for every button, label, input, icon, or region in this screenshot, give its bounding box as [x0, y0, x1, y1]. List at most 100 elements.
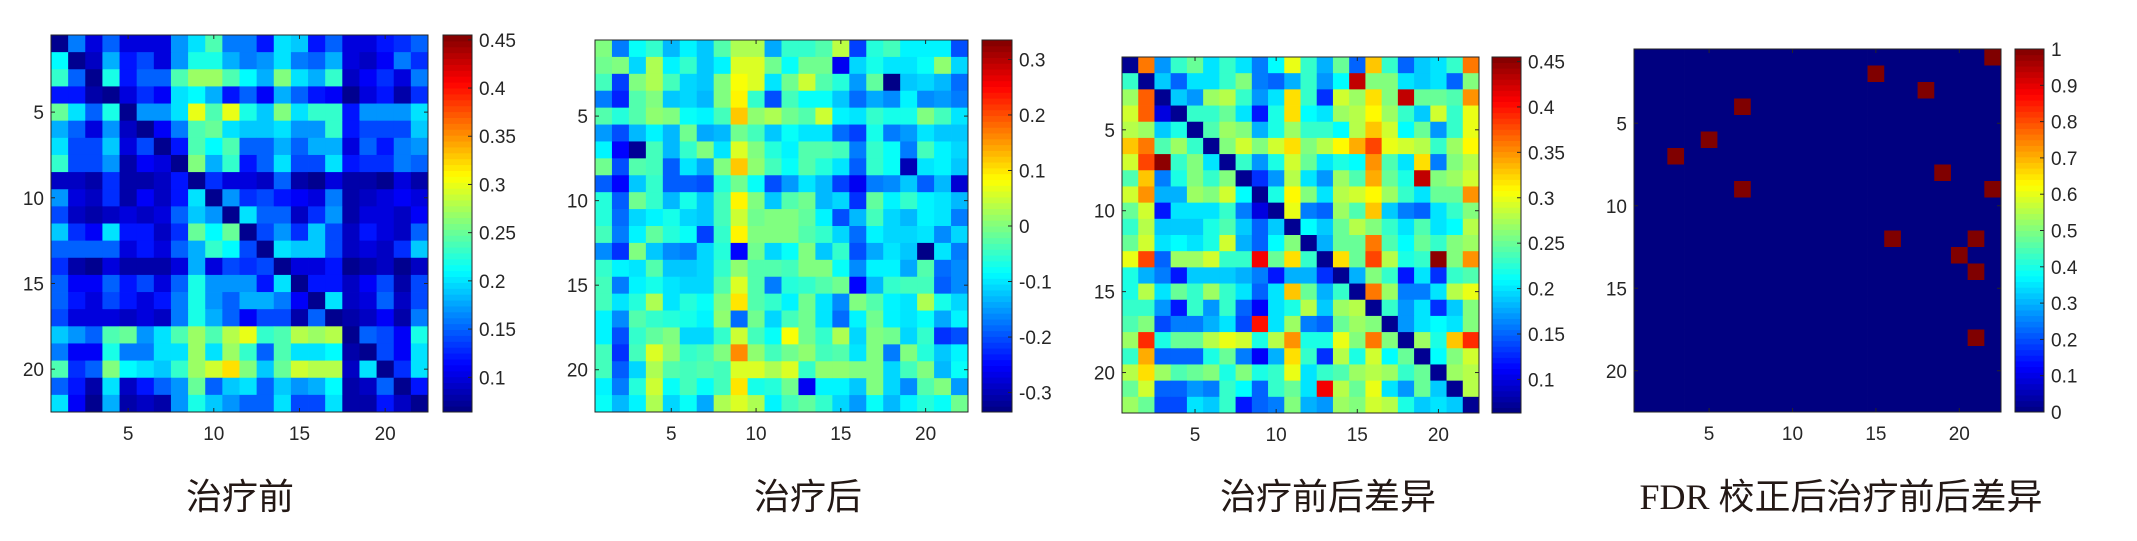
colorbar-segment — [982, 406, 1012, 413]
heatmap-cell — [1186, 283, 1204, 301]
heatmap-cell — [119, 394, 138, 413]
heatmap-cell — [1867, 247, 1885, 264]
heatmap-cell — [1186, 121, 1204, 139]
colorbar-segment — [443, 40, 472, 48]
heatmap-cell — [679, 40, 698, 58]
heatmap-cell — [342, 394, 360, 413]
heatmap-cell — [1446, 267, 1464, 284]
heatmap-cell — [1884, 82, 1902, 99]
heatmap-cell — [1446, 315, 1464, 333]
heatmap-cell — [866, 209, 884, 227]
heatmap-cell — [815, 107, 833, 125]
heatmap-cell — [1300, 137, 1318, 155]
heatmap-cell — [679, 327, 698, 345]
heatmap-cell — [645, 327, 664, 345]
colorbar-segment — [2015, 224, 2044, 231]
colorbar-tick-label: 0.1 — [1019, 161, 1045, 182]
heatmap-cell — [1235, 121, 1253, 139]
heatmap-cell — [1170, 380, 1188, 398]
heatmap-cell — [1446, 154, 1464, 171]
heatmap-cell — [136, 35, 155, 53]
colorbar-segment — [1492, 268, 1521, 275]
heatmap-cell — [85, 360, 103, 379]
heatmap-cell — [849, 56, 867, 75]
heatmap-cell — [951, 310, 969, 328]
heatmap-cell — [1332, 202, 1350, 220]
heatmap-cell — [934, 73, 952, 92]
heatmap-cell — [1667, 214, 1685, 231]
heatmap-cell — [1397, 332, 1415, 349]
heatmap-cell — [730, 124, 748, 142]
colorbar-segment — [1492, 168, 1521, 175]
heatmap-cell — [1700, 263, 1718, 281]
colorbar-segment — [1492, 285, 1521, 292]
heatmap-cell — [1934, 362, 1952, 380]
colorbar-segment — [2015, 213, 2044, 220]
heatmap-cell — [1154, 315, 1172, 333]
heatmap-cell — [51, 154, 69, 173]
heatmap-cell — [662, 141, 681, 159]
heatmap-cell — [1414, 154, 1431, 171]
heatmap-cell — [1634, 329, 1652, 347]
heatmap-cell — [1850, 263, 1868, 281]
x-tick-label: 20 — [375, 424, 396, 445]
heatmap-cell — [747, 242, 765, 261]
heatmap-cell — [781, 310, 799, 328]
heatmap-cell — [222, 120, 240, 139]
heatmap-cell — [256, 377, 275, 396]
colorbar-segment — [1492, 207, 1521, 214]
heatmap-cell — [764, 90, 782, 109]
heatmap-cell — [849, 259, 867, 278]
heatmap-cell — [764, 107, 782, 125]
heatmap-cell — [1817, 379, 1835, 396]
heatmap-cell — [1349, 121, 1366, 139]
colorbar-segment — [2015, 372, 2044, 379]
heatmap-cell — [119, 86, 138, 104]
heatmap-cell — [85, 120, 103, 139]
heatmap-cell — [1850, 197, 1868, 215]
heatmap-cell — [645, 56, 664, 75]
heatmap-cell — [1667, 164, 1685, 182]
heatmap-cell — [136, 360, 155, 379]
heatmap-cell — [1381, 89, 1399, 106]
heatmap-cell — [1203, 364, 1220, 382]
heatmap-cell — [1122, 315, 1139, 333]
heatmap-cell — [51, 206, 69, 224]
heatmap-cell — [611, 378, 630, 396]
heatmap-cell — [1170, 364, 1188, 382]
heatmap-cell — [1834, 280, 1852, 297]
heatmap-cell — [1900, 164, 1918, 182]
heatmap-cell — [1767, 115, 1785, 132]
heatmap-cell — [1446, 235, 1464, 252]
heatmap-cell — [1900, 329, 1918, 347]
heatmap-cell — [815, 344, 833, 362]
heatmap-cell — [1667, 131, 1685, 149]
heatmap-cell — [1430, 89, 1447, 106]
heatmap-cell — [832, 175, 850, 193]
heatmap-cell — [1414, 186, 1431, 204]
heatmap-cell — [256, 240, 275, 259]
colorbar-segment — [443, 370, 472, 378]
heatmap-cell — [222, 343, 240, 361]
colorbar-segment — [443, 270, 472, 278]
heatmap-cell — [239, 309, 258, 327]
heatmap-cell — [1235, 218, 1253, 236]
heatmap-cell — [730, 276, 748, 295]
heatmap-cell — [1984, 247, 2002, 264]
heatmap-cell — [1186, 73, 1204, 90]
heatmap-cell — [1365, 89, 1383, 106]
colorbar-segment — [443, 353, 472, 360]
panel-caption: 治疗前 — [186, 477, 294, 517]
heatmap-cell — [1650, 263, 1668, 281]
heatmap-cell — [239, 343, 258, 361]
heatmap-cell — [917, 56, 935, 75]
heatmap-cell — [1251, 154, 1269, 171]
heatmap-cell — [1784, 65, 1802, 83]
heatmap-cell — [153, 69, 172, 87]
colorbar-segment — [2015, 117, 2044, 124]
heatmap-cell — [662, 175, 681, 193]
heatmap-cell — [628, 73, 647, 92]
colorbar-segment — [982, 103, 1012, 111]
heatmap-cell — [325, 377, 343, 396]
heatmap-cell — [170, 52, 189, 70]
